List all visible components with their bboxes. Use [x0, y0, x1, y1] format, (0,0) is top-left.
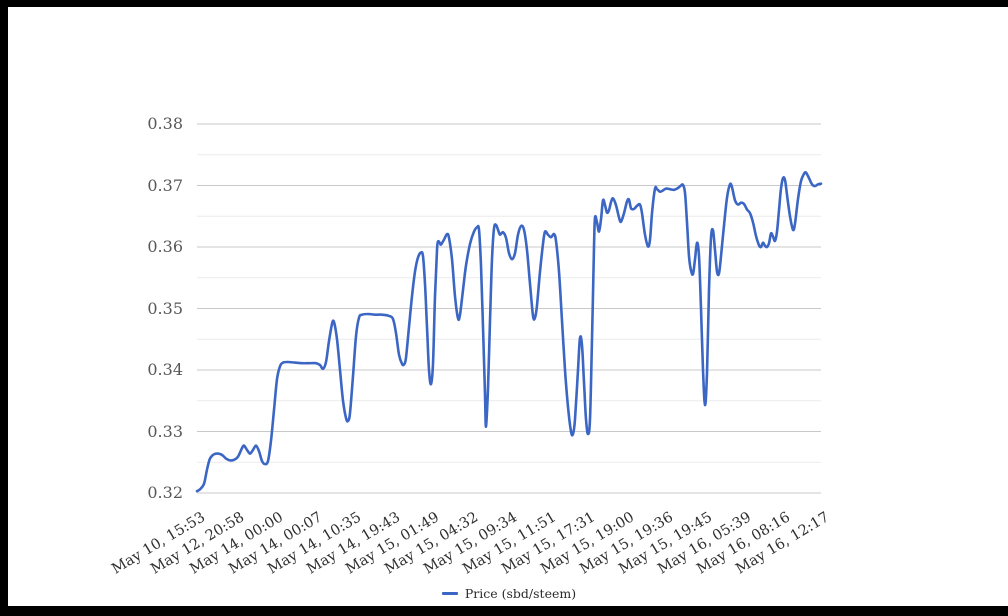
- y-axis-tick-label: 0.33: [147, 421, 183, 441]
- price-series-line[interactable]: [195, 170, 823, 493]
- legend-series-label: Price (sbd/steem): [464, 585, 577, 601]
- y-axis-tick-label: 0.35: [147, 298, 183, 318]
- price-line-chart: [195, 123, 823, 494]
- chart-canvas: 0.38 0.37 0.36 0.35 0.34 0.33 0.32 May 10, 15:…: [8, 7, 1008, 606]
- y-axis-tick-label: 0.37: [147, 175, 183, 195]
- y-axis-tick-label: 0.38: [147, 114, 183, 133]
- y-axis-tick-label: 0.36: [147, 237, 183, 256]
- legend-line-swatch: [441, 591, 458, 595]
- gridlines: [197, 123, 821, 494]
- chart-legend: Price (sbd/steem): [197, 584, 821, 602]
- y-axis-tick-label: 0.34: [147, 360, 183, 379]
- y-axis-tick-label: 0.32: [147, 483, 183, 502]
